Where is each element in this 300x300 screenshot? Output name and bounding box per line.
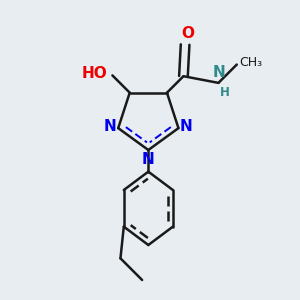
Text: N: N <box>142 152 155 167</box>
Text: N: N <box>213 65 226 80</box>
Text: HO: HO <box>82 66 107 81</box>
Text: H: H <box>220 86 230 99</box>
Text: CH₃: CH₃ <box>239 56 262 69</box>
Text: N: N <box>104 119 116 134</box>
Text: N: N <box>180 119 193 134</box>
Text: O: O <box>181 26 194 40</box>
